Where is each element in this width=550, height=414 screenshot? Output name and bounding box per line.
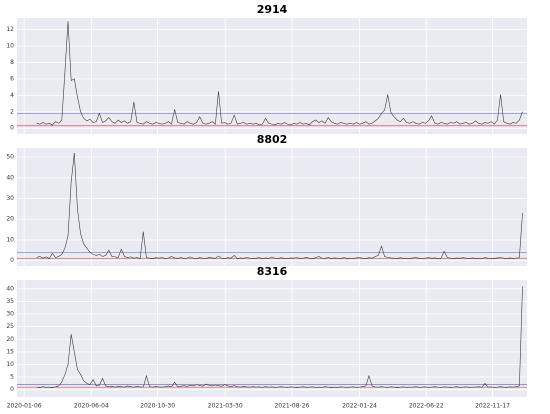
x-tick-label: 2022-06-22 (409, 403, 444, 410)
y-tick-label: 8 (10, 59, 14, 66)
plot-area (17, 280, 527, 397)
y-tick-label: 2 (10, 108, 14, 115)
x-tick-label: 2020-10-30 (140, 403, 175, 410)
y-tick-label: 15 (6, 348, 14, 355)
series-line (36, 152, 523, 259)
y-tick-label: 10 (6, 42, 14, 49)
y-tick-label: 30 (6, 195, 14, 202)
y-tick-label: 12 (6, 26, 14, 33)
y-tick-label: 6 (10, 75, 14, 82)
y-tick-label: 25 (6, 323, 14, 330)
y-tick-label: 20 (6, 216, 14, 223)
x-tick-label: 2021-03-30 (208, 403, 243, 410)
y-tick-label: 4 (10, 92, 14, 99)
y-tick-label: 35 (6, 298, 14, 305)
plot-area (17, 148, 527, 266)
plot-area (17, 18, 527, 134)
y-tick-label: 5 (10, 374, 14, 381)
x-tick-label: 2020-01-06 (7, 403, 42, 410)
series-line (36, 286, 523, 388)
x-tick-label: 2020-06-04 (74, 403, 109, 410)
x-tick-label: 2021-08-26 (274, 403, 309, 410)
x-tick-label: 2022-01-24 (342, 403, 377, 410)
panel-title: 8802 (257, 133, 288, 146)
y-tick-label: 10 (6, 361, 14, 368)
y-tick-label: 0 (10, 257, 14, 264)
y-tick-label: 50 (6, 154, 14, 161)
series-line (36, 21, 523, 126)
x-tick-label: 2022-11-17 (475, 403, 510, 410)
panel-title: 8316 (257, 265, 288, 278)
y-tick-label: 40 (6, 174, 14, 181)
panel-title: 2914 (257, 3, 288, 16)
y-tick-label: 40 (6, 285, 14, 292)
y-tick-label: 0 (10, 386, 14, 393)
y-tick-label: 0 (10, 125, 14, 132)
y-tick-label: 20 (6, 336, 14, 343)
y-tick-label: 30 (6, 311, 14, 318)
y-tick-label: 10 (6, 236, 14, 243)
